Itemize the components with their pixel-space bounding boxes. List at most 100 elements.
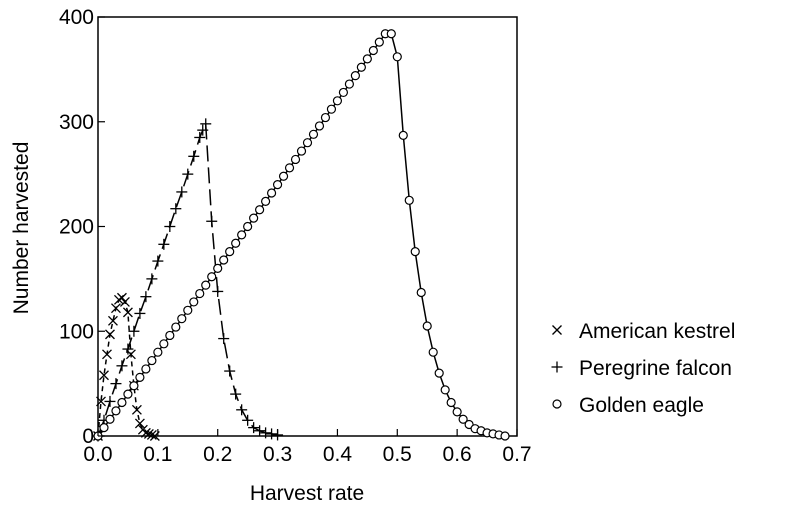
x-tick-label: 0.2 <box>203 443 232 466</box>
x-tick-label: 0.6 <box>443 443 472 466</box>
data-point-golden-eagle <box>171 322 181 332</box>
data-point-golden-eagle <box>362 54 372 64</box>
legend-marker-american-kestrel <box>552 325 562 335</box>
series-line-peregrine-falcon <box>97 123 278 437</box>
data-point-golden-eagle <box>416 287 426 298</box>
data-point-american-kestrel <box>108 315 118 326</box>
data-point-golden-eagle <box>255 205 265 215</box>
data-point-golden-eagle <box>207 272 217 282</box>
x-tick-label: 0.0 <box>83 443 112 466</box>
data-point-peregrine-falcon <box>242 414 254 426</box>
data-point-peregrine-falcon <box>128 325 140 337</box>
data-point-golden-eagle <box>213 263 223 273</box>
data-point-golden-eagle <box>356 62 366 72</box>
data-point-golden-eagle <box>111 406 121 416</box>
data-point-golden-eagle <box>117 397 127 408</box>
data-point-peregrine-falcon <box>116 360 128 372</box>
data-point-golden-eagle <box>434 368 444 378</box>
data-point-peregrine-falcon <box>182 168 194 180</box>
data-point-american-kestrel <box>131 404 142 415</box>
data-point-american-kestrel <box>134 418 145 429</box>
data-point-peregrine-falcon <box>200 118 212 130</box>
data-point-american-kestrel <box>140 427 151 438</box>
data-point-golden-eagle <box>428 347 438 357</box>
data-point-american-kestrel <box>116 292 127 303</box>
data-point-golden-eagle <box>261 196 271 206</box>
plot-frame <box>97 16 518 437</box>
data-point-american-kestrel <box>110 303 121 314</box>
data-point-golden-eagle <box>350 71 360 81</box>
data-point-golden-eagle <box>237 230 247 240</box>
legend-marker-golden-eagle <box>552 399 562 409</box>
x-tick-label: 0.3 <box>263 443 292 466</box>
data-point-golden-eagle <box>368 45 378 56</box>
data-point-peregrine-falcon <box>266 428 278 440</box>
data-point-golden-eagle <box>452 407 462 417</box>
data-point-golden-eagle <box>249 213 259 223</box>
y-tick-label: 200 <box>59 216 94 239</box>
data-point-golden-eagle <box>314 121 325 131</box>
data-point-golden-eagle <box>320 112 331 123</box>
data-point-golden-eagle <box>201 280 211 290</box>
data-point-peregrine-falcon <box>254 425 266 437</box>
data-point-peregrine-falcon <box>236 404 248 416</box>
legend-label-golden-eagle: Golden eagle <box>579 394 704 417</box>
data-point-golden-eagle <box>500 431 510 441</box>
legend-marker-peregrine-falcon <box>551 361 563 373</box>
data-point-golden-eagle <box>302 138 313 148</box>
x-tick-label: 0.4 <box>323 443 353 466</box>
data-point-peregrine-falcon <box>260 427 272 439</box>
series-golden-eagle <box>93 29 510 441</box>
data-point-peregrine-falcon <box>134 307 146 319</box>
data-point-golden-eagle <box>189 297 199 307</box>
data-point-golden-eagle <box>272 180 283 190</box>
data-point-golden-eagle <box>326 104 337 114</box>
data-point-peregrine-falcon <box>188 150 200 162</box>
data-point-peregrine-falcon <box>146 273 158 285</box>
x-tick-label: 0.5 <box>383 443 412 466</box>
data-point-peregrine-falcon <box>212 285 224 297</box>
data-point-golden-eagle <box>141 364 151 374</box>
data-point-golden-eagle <box>458 414 468 424</box>
data-point-peregrine-falcon <box>224 365 236 377</box>
data-point-golden-eagle <box>398 130 408 140</box>
data-point-peregrine-falcon <box>158 238 170 250</box>
data-point-american-kestrel <box>143 428 154 439</box>
data-point-american-kestrel <box>96 396 106 407</box>
data-point-golden-eagle <box>386 29 396 39</box>
data-point-peregrine-falcon <box>248 422 260 434</box>
data-point-golden-eagle <box>278 171 289 181</box>
data-point-golden-eagle <box>147 355 157 366</box>
x-tick-label: 0.1 <box>143 443 172 466</box>
data-point-peregrine-falcon <box>164 221 176 232</box>
data-point-golden-eagle <box>284 163 295 173</box>
data-point-golden-eagle <box>404 195 414 205</box>
data-point-peregrine-falcon <box>170 203 182 215</box>
data-point-golden-eagle <box>308 129 319 139</box>
data-point-golden-eagle <box>129 381 139 391</box>
data-point-golden-eagle <box>440 385 450 395</box>
legend-label-peregrine-falcon: Peregrine falcon <box>579 357 732 380</box>
data-point-peregrine-falcon <box>140 291 152 303</box>
data-point-peregrine-falcon <box>176 186 188 198</box>
data-point-golden-eagle <box>183 305 193 315</box>
data-point-golden-eagle <box>243 221 253 232</box>
data-point-golden-eagle <box>338 87 349 98</box>
data-point-golden-eagle <box>219 255 229 265</box>
data-point-golden-eagle <box>195 288 205 299</box>
data-point-golden-eagle <box>446 397 456 408</box>
x-axis-label: Harvest rate <box>250 482 364 505</box>
data-point-peregrine-falcon <box>230 388 242 400</box>
data-point-peregrine-falcon <box>122 343 134 355</box>
y-axis-label: Number harvested <box>10 142 33 315</box>
data-point-peregrine-falcon <box>206 215 218 227</box>
data-point-peregrine-falcon <box>152 255 164 267</box>
series-peregrine-falcon <box>92 118 284 442</box>
y-tick-label: 0 <box>82 425 94 448</box>
y-tick-label: 100 <box>59 320 94 343</box>
data-point-golden-eagle <box>177 314 187 324</box>
data-point-golden-eagle <box>99 423 109 433</box>
data-point-peregrine-falcon <box>194 131 206 143</box>
series-line-golden-eagle <box>97 33 506 437</box>
